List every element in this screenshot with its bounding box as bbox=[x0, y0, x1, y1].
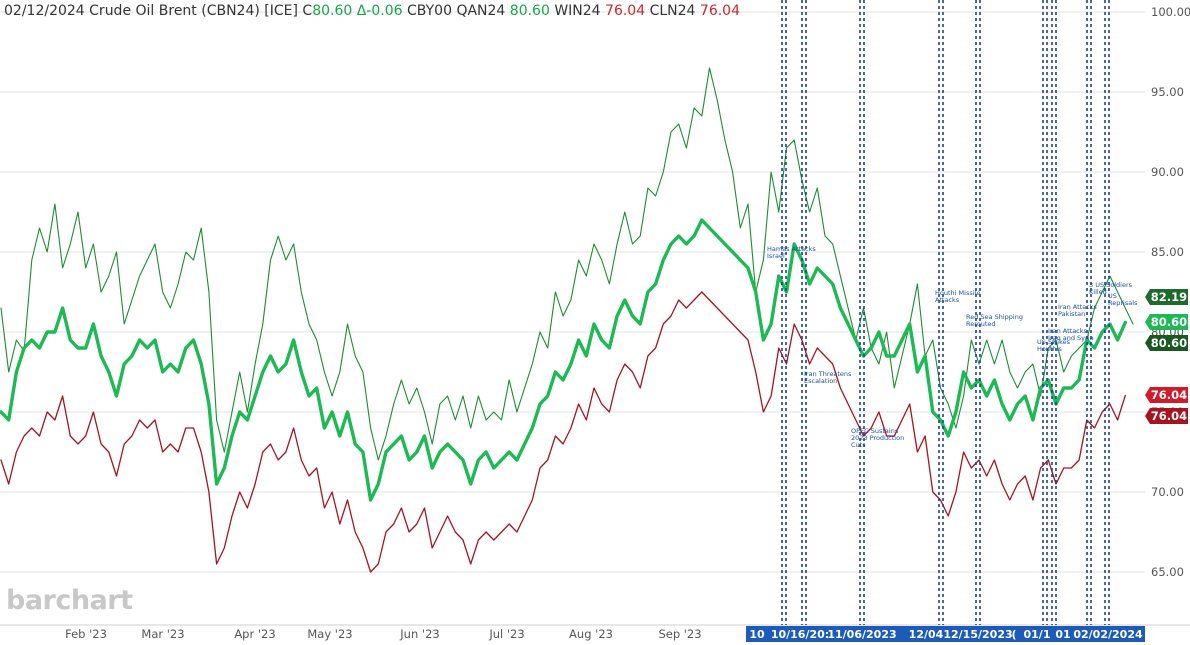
header-value-cln24: 76.04 bbox=[699, 3, 741, 19]
event-annotation-text: 3 US Soldiers bbox=[1089, 281, 1133, 289]
event-date-label: 01 bbox=[1055, 628, 1070, 641]
event-annotation-text: Cuts bbox=[851, 441, 866, 449]
event-date-label: ( bbox=[1011, 628, 1016, 641]
grid-lines bbox=[0, 11, 1145, 573]
series-line-cby00 bbox=[0, 67, 1134, 461]
event-date-boxes: 10 10/16/20:11/06/2023 12/04 12/15/2023(01/… bbox=[746, 626, 1145, 642]
event-annotation-text: Attacks bbox=[935, 296, 960, 304]
price-label-text: 82.19 bbox=[1151, 290, 1187, 304]
x-axis: Feb '23 Mar '23 Apr '23 May '23 Jun '23 Jul '… bbox=[65, 627, 701, 641]
event-date-label: 02/02/2024 bbox=[1073, 628, 1143, 641]
header-symbol-cby00: CBY00 bbox=[407, 3, 452, 19]
price-label-text: 80.60 bbox=[1151, 336, 1187, 350]
x-tick-label: May '23 bbox=[307, 627, 352, 641]
chart-header: 02/12/2024 Crude Oil Brent (CBN24) [ICE]… bbox=[4, 3, 740, 19]
x-tick-label: Jul '23 bbox=[488, 627, 524, 641]
x-tick-label: Sep '23 bbox=[658, 627, 701, 641]
series-group bbox=[0, 67, 1134, 573]
x-tick-label: Jun '23 bbox=[399, 627, 439, 641]
y-tick-label: 85.00 bbox=[1151, 245, 1184, 259]
event-annotation-text: Houthi Missile bbox=[935, 289, 980, 297]
event-annotation-text: Rerouted bbox=[966, 320, 996, 328]
event-annotation-text: Iran Attacks bbox=[1048, 327, 1088, 335]
barchart-logo: barchart bbox=[6, 585, 133, 616]
event-date-label: 10 bbox=[749, 628, 765, 641]
event-annotation-text: Iran Threatens bbox=[804, 370, 852, 378]
header-close-value: 80.60 bbox=[312, 3, 353, 19]
x-tick-label: Feb '23 bbox=[65, 627, 107, 641]
event-annotation-text: OPEC Sustains bbox=[851, 427, 899, 435]
event-annotation-text: Houthis bbox=[1037, 345, 1062, 353]
header-symbol-win24: WIN24 bbox=[554, 3, 601, 19]
x-tick-label: Aug '23 bbox=[569, 627, 613, 641]
event-annotation-text: Red Sea Shipping bbox=[966, 313, 1023, 321]
price-label-text: 76.04 bbox=[1151, 388, 1187, 402]
price-label-badge bbox=[1145, 387, 1188, 403]
event-annotation-text: Iran Attacks bbox=[1058, 303, 1098, 311]
event-annotation-text: Escalation bbox=[804, 377, 837, 385]
price-label-badge bbox=[1145, 408, 1188, 424]
event-date-strip bbox=[746, 626, 1145, 642]
header-symbol-qan24: QAN24 bbox=[456, 3, 506, 19]
price-labels: 82.19 80.60 80.60 76.04 76.04 bbox=[1145, 289, 1188, 424]
event-annotation-text: 2023 Production bbox=[851, 434, 904, 442]
event-annotation-text: Reprisals bbox=[1108, 299, 1138, 307]
price-label-text: 76.04 bbox=[1151, 409, 1187, 423]
header-value-win24: 76.04 bbox=[605, 3, 646, 19]
event-date-label: 01/1 bbox=[1024, 628, 1051, 641]
event-annotation-text: US bbox=[1108, 292, 1117, 300]
y-tick-label: 70.00 bbox=[1151, 485, 1184, 499]
event-date-label: 12/04 bbox=[909, 628, 944, 641]
event-annotation-text: Israel bbox=[767, 252, 785, 260]
event-annotation-text: Pakistan bbox=[1058, 310, 1085, 318]
price-label-badge bbox=[1145, 289, 1188, 305]
event-annotation-text: Killed bbox=[1089, 288, 1107, 296]
header-close-label: C bbox=[302, 3, 313, 19]
x-tick-label: Mar '23 bbox=[141, 627, 184, 641]
series-line-cln24 bbox=[0, 291, 1126, 573]
event-lines bbox=[781, 0, 1110, 625]
header-symbol-cln24: CLN24 bbox=[649, 3, 696, 19]
event-annotation-text: US Strikes bbox=[1037, 338, 1071, 346]
y-tick-label: 95.00 bbox=[1151, 85, 1184, 99]
event-annotation-text: Iraq and Syria bbox=[1048, 334, 1094, 342]
event-date-label: 11/06/2023 bbox=[827, 628, 896, 641]
y-tick-label: 100.00 bbox=[1151, 5, 1190, 19]
price-label-text: 80.60 bbox=[1151, 315, 1187, 329]
header-value-qan24: 80.60 bbox=[509, 3, 550, 19]
header-date: 02/12/2024 bbox=[4, 3, 85, 19]
header-change: Δ-0.06 bbox=[356, 3, 403, 19]
price-label-badge bbox=[1145, 335, 1188, 351]
price-label-badge bbox=[1145, 314, 1188, 330]
event-date-label: 12/15/2023 bbox=[943, 628, 1012, 641]
event-annotation-text: Hamas Attacks bbox=[767, 245, 816, 253]
header-title: Crude Oil Brent (CBN24) [ICE] bbox=[89, 3, 298, 19]
series-line-qan24 bbox=[0, 218, 1127, 502]
y-tick-label: 90.00 bbox=[1151, 165, 1184, 179]
y-tick-label: 65.00 bbox=[1151, 565, 1184, 579]
event-date-label: 10/16/20: bbox=[771, 628, 829, 641]
x-tick-label: Apr '23 bbox=[234, 627, 275, 641]
